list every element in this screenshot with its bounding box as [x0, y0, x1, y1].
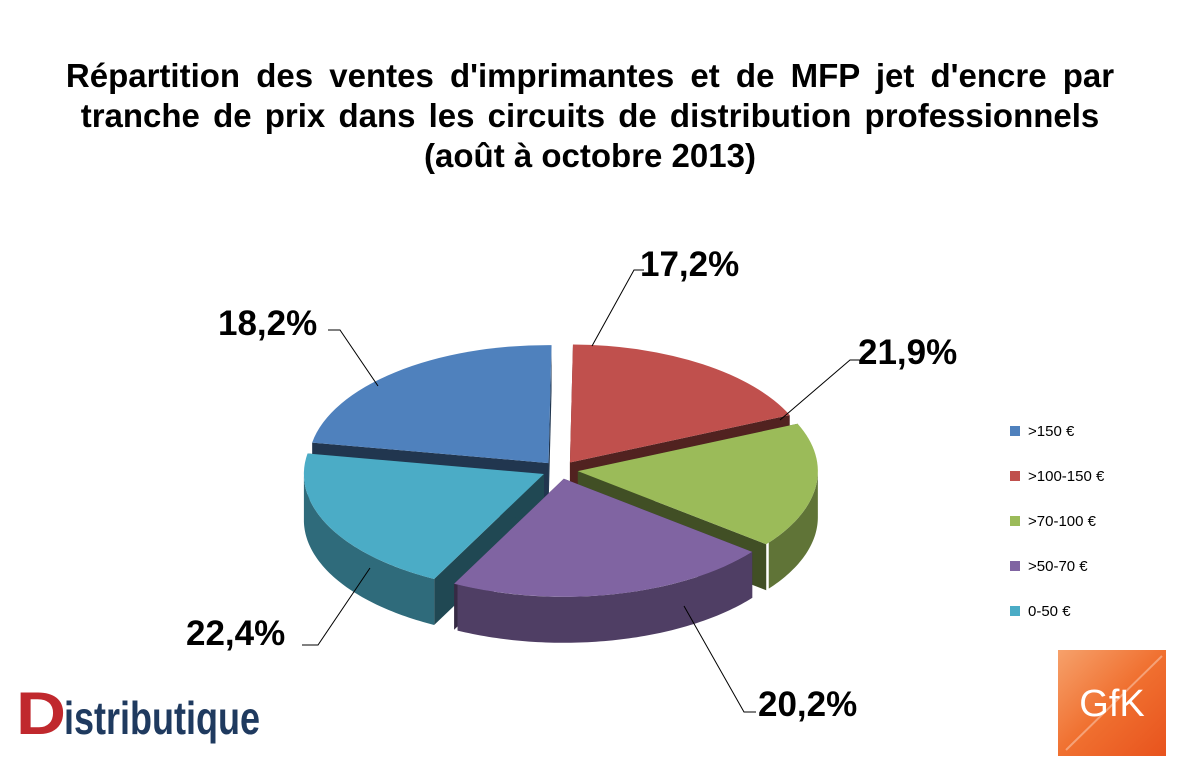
pie-slice-top	[312, 345, 552, 464]
chart-title: Répartition des ventes d'imprimantes et …	[40, 56, 1140, 176]
legend-label: >100-150 €	[1028, 467, 1105, 485]
legend-label: >50-70 €	[1028, 557, 1088, 575]
leader-line-4	[779, 359, 860, 421]
distributique-logo: D istributique	[16, 680, 260, 747]
pie-slice-top	[454, 478, 753, 597]
data-label-1: 22,4%	[186, 614, 285, 653]
legend-label: >70-100 €	[1028, 512, 1096, 530]
leader-line-3	[591, 269, 644, 347]
data-label-3: 17,2%	[640, 245, 739, 284]
pie-slice-top	[577, 423, 818, 545]
legend-swatch	[1010, 426, 1020, 436]
pie-slices	[303, 344, 818, 643]
leader-lines	[302, 269, 860, 713]
legend-swatch	[1010, 561, 1020, 571]
pie-slice-wall	[303, 475, 435, 625]
pie-slice-wall	[768, 471, 818, 589]
leader-line-5	[683, 605, 756, 713]
legend-label: >150 €	[1028, 422, 1075, 440]
pie-slice-side	[548, 345, 552, 510]
svg-text:istributique: istributique	[64, 692, 260, 744]
legend-item-2: >100-150 €	[1010, 465, 1160, 487]
svg-text:GfK: GfK	[1079, 683, 1144, 725]
data-label-2: 18,2%	[218, 304, 317, 343]
gfk-logo: GfK	[1058, 650, 1166, 756]
data-label-5: 20,2%	[758, 685, 857, 724]
chart-title-line-1: Répartition des ventes d'imprimantes et …	[65, 57, 1115, 94]
chart-title-line-3: (août à octobre 2013)	[424, 137, 756, 174]
legend-item-1: >150 €	[1010, 420, 1160, 442]
pie-slice-wall	[457, 551, 753, 643]
legend-item-4: >50-70 €	[1010, 555, 1160, 577]
chart-title-line-2: tranche de prix dans les circuits de dis…	[80, 97, 1100, 134]
pie-slice-4	[454, 478, 753, 643]
leader-line-2	[328, 329, 379, 387]
legend-swatch	[1010, 516, 1020, 526]
data-label-4: 21,9%	[858, 333, 957, 372]
data-labels: 22,4% 18,2% 17,2% 21,9% 20,2%	[186, 245, 957, 724]
pie-slice-top	[569, 344, 790, 463]
legend-label: 0-50 €	[1028, 602, 1071, 620]
leader-line-1	[302, 567, 371, 646]
legend-item-3: >70-100 €	[1010, 510, 1160, 532]
legend-swatch	[1010, 606, 1020, 616]
pie-slice-top	[303, 453, 544, 579]
svg-text:D: D	[16, 680, 66, 747]
legend-swatch	[1010, 471, 1020, 481]
legend-item-5: 0-50 €	[1010, 600, 1160, 622]
chart-legend: >150 € >100-150 € >70-100 € >50-70 € 0-50 €	[1010, 420, 1160, 645]
